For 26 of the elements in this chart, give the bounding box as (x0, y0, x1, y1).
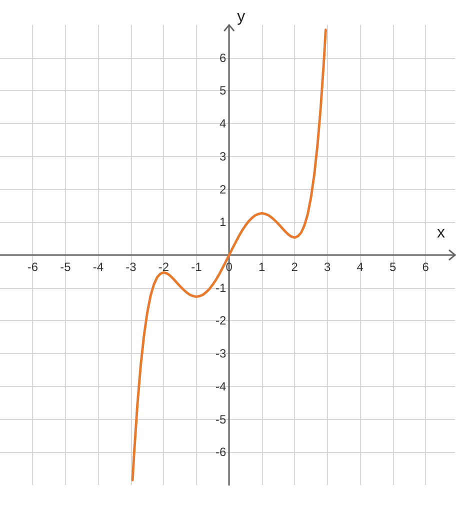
x-tick-label: -2 (158, 260, 170, 274)
x-tick-label: 3 (324, 260, 331, 274)
x-tick-label: 5 (389, 260, 396, 274)
x-tick-label: -4 (92, 260, 104, 274)
y-tick-label: 6 (219, 50, 226, 65)
x-axis-title: x (437, 224, 445, 242)
x-tick-label: 4 (356, 260, 364, 274)
y-tick-label: 1 (219, 215, 226, 230)
y-tick-label: -4 (215, 379, 226, 394)
x-tick-label: -5 (60, 260, 72, 274)
x-tick-label: -3 (126, 260, 137, 274)
x-tick-label: 6 (422, 260, 430, 274)
y-tick-label: -5 (215, 412, 226, 426)
x-tick-label: 2 (291, 260, 298, 274)
y-tick-label: -3 (215, 346, 226, 361)
y-axis-title: y (237, 8, 246, 26)
x-tick-label: -1 (191, 260, 202, 274)
y-tick-label: -1 (215, 280, 226, 295)
x-tick-label: 1 (258, 260, 266, 274)
y-tick-label: 2 (219, 182, 226, 196)
y-tick-label: 4 (219, 116, 226, 131)
y-tick-label: 5 (219, 84, 226, 98)
y-tick-label: 3 (219, 149, 226, 164)
y-tick-label: -2 (215, 314, 226, 328)
x-tick-label: -6 (27, 260, 38, 274)
y-tick-label: -6 (215, 445, 226, 460)
